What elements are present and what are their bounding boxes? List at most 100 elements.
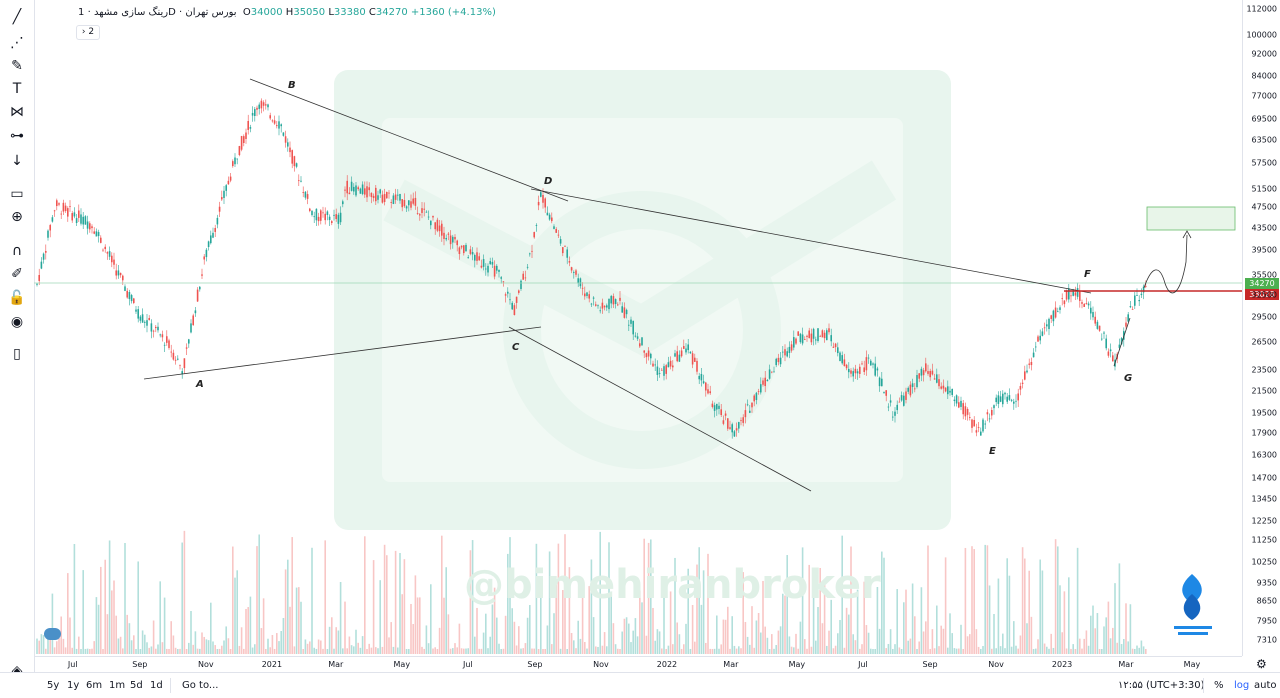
timezone-button[interactable]: ۱۲:۵۵ (UTC+3:30) [1118,680,1205,691]
volume-bar [870,648,872,654]
settings-gear-icon[interactable]: ⚙ [1256,657,1267,671]
volume-bar [390,622,392,654]
candle-body [1127,314,1129,322]
auto-toggle[interactable]: auto [1254,680,1277,691]
candle-body [148,318,150,321]
volume-bar [621,631,623,654]
candle-body [386,191,388,199]
candle-body [808,330,810,339]
volume-bar [920,587,923,654]
price-tick: 51500 [1251,184,1277,194]
candle-body [852,371,854,377]
chart-area[interactable]: A B C D E F G @bimehiranbroker رینگ سازی مشهد … [34,0,1242,656]
volume-bar [975,629,978,654]
price-axis[interactable]: 34270 33028 112000 100000 92000 84000 77000 6… [1242,0,1280,656]
lock-drawing-icon[interactable]: ✐ [11,266,23,282]
volume-bar [1019,635,1022,654]
volume-bar [133,635,135,654]
candle-body [658,373,661,374]
ruler-icon[interactable]: ▭ [10,186,24,202]
candle-body [942,385,945,389]
volume-bar [977,646,980,654]
time-tick: Sep [922,660,938,669]
unlock-icon[interactable]: 🔓 [8,290,26,306]
time-tick: Sep [132,660,148,669]
candle-body [645,353,648,358]
candle-body [793,337,795,348]
legend-open: 34000 [250,7,283,18]
time-axis[interactable]: Jul Sep Nov 2021 Mar May Jul Sep Nov 2022 Mar May Ju… [34,656,1242,673]
candle-body [403,200,406,207]
arrow-down-icon[interactable]: ↓ [11,153,23,169]
trend-line-icon[interactable]: ╱ [12,9,22,25]
volume-bar [865,625,868,654]
range-5d[interactable]: 5d [130,680,143,691]
candle-body [1096,321,1099,329]
volume-bar [1037,639,1039,654]
log-toggle[interactable]: log [1234,680,1250,691]
legend-change: +1360 (+4.13%) [410,7,496,18]
indicators-expand-button[interactable]: › 2 [76,25,100,40]
volume-bar [401,594,403,654]
candle-body [1046,324,1048,327]
volume-bar [471,540,474,654]
candle-body [573,272,575,274]
range-5y[interactable]: 5y [47,680,60,691]
volume-bar [839,620,841,654]
text-icon[interactable]: T [12,81,22,97]
candle-body [313,216,315,218]
volume-bar [463,648,465,654]
candle-body [271,120,274,122]
candle-body [423,208,425,210]
eye-icon[interactable]: ◉ [10,314,24,330]
volume-bar [1015,645,1017,654]
range-1d[interactable]: 1d [150,680,163,691]
brush-icon[interactable]: ✎ [11,58,23,74]
magnet-icon[interactable]: ∩ [11,243,23,259]
candle-body [718,405,720,409]
range-1y[interactable]: 1y [67,680,80,691]
candle-body [995,397,997,403]
volume-bar [614,644,617,654]
range-6m[interactable]: 6m [86,680,103,691]
volume-bar [940,625,942,654]
volume-bar [504,615,507,654]
measure-icon[interactable]: ⊶ [10,128,24,144]
candle-body [641,337,643,346]
goto-button[interactable]: Go to... [182,680,219,691]
fib-icon[interactable]: ⋰ [10,35,24,51]
layers-icon[interactable]: ◈ [11,663,23,679]
volume-bar [845,607,848,654]
volume-bar [348,636,351,654]
candle-body [834,343,837,348]
percent-toggle[interactable]: % [1214,680,1224,691]
candle-body [1002,393,1004,405]
candle-body [907,387,909,392]
candle-body [966,409,969,415]
candle-body [546,212,549,216]
volume-bar [1118,563,1121,654]
range-1m[interactable]: 1m [109,680,126,691]
volume-bar [223,640,225,654]
candle-body [815,339,817,341]
trash-icon[interactable]: ▯ [13,346,21,362]
candle-body [544,198,546,208]
candle-body [304,191,307,198]
zoom-icon[interactable]: ⊕ [11,209,23,225]
volume-bar [577,620,579,654]
volume-bar [599,531,601,654]
volume-bar [900,649,903,654]
candle-body [434,222,436,230]
volume-bar [183,530,186,654]
candle-body [581,287,584,289]
volume-bar [436,648,439,654]
chart-svg[interactable]: A B C D E F G [34,0,1242,656]
volume-bar [652,607,654,654]
candle-body [449,235,452,245]
candle-body [1083,303,1085,307]
pattern-icon[interactable]: ⋈ [10,104,24,120]
volume-bar [128,623,131,654]
volume-bar [447,614,450,654]
candle-body [214,228,216,232]
trendline-c-e [508,326,812,492]
